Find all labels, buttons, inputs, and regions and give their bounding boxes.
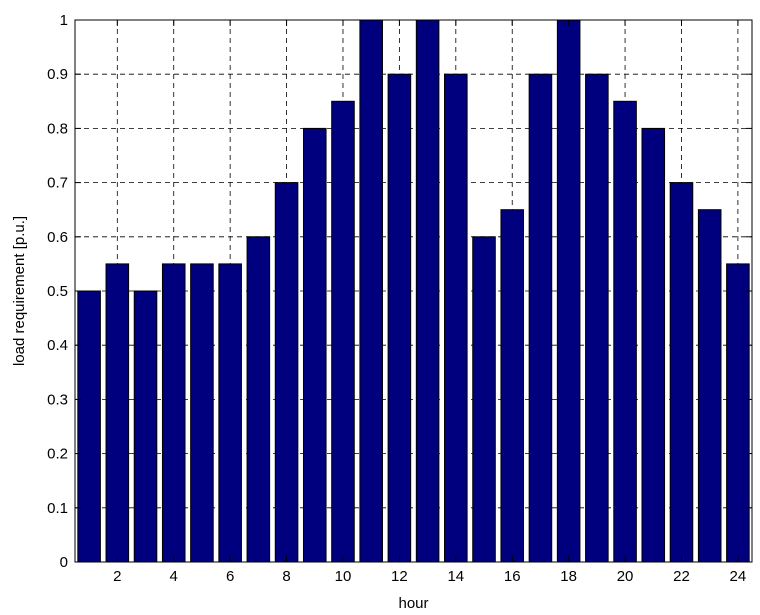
bar-hour-21 bbox=[641, 127, 666, 563]
x-tick-label: 6 bbox=[226, 568, 234, 585]
x-tick-label: 22 bbox=[673, 568, 690, 585]
y-tick-label: 0 bbox=[60, 554, 68, 571]
x-tick-labels: 2 4 6 8 10 12 14 16 18 20 22 24 bbox=[113, 568, 746, 585]
x-axis-label: hour bbox=[398, 595, 428, 612]
x-tick-label: 4 bbox=[170, 568, 178, 585]
x-tick-label: 12 bbox=[391, 568, 408, 585]
bars bbox=[77, 19, 750, 563]
bar-hour-13 bbox=[415, 19, 440, 563]
bar-hour-3 bbox=[133, 290, 158, 563]
y-tick-label: 0.4 bbox=[47, 337, 68, 354]
x-tick-label: 14 bbox=[447, 568, 464, 585]
bar-hour-24 bbox=[726, 263, 750, 563]
bar-hour-10 bbox=[331, 100, 355, 563]
bar-hour-18 bbox=[556, 19, 581, 563]
y-tick-label: 1 bbox=[60, 12, 68, 29]
y-tick-label: 0.9 bbox=[47, 66, 68, 83]
y-tick-label: 0.3 bbox=[47, 391, 68, 408]
ticks bbox=[75, 19, 752, 563]
x-tick-label: 24 bbox=[730, 568, 747, 585]
y-tick-labels: 0 0.1 0.2 0.3 0.4 0.5 0.6 0.7 0.8 0.9 1 bbox=[47, 12, 68, 571]
y-tick-label: 0.5 bbox=[47, 283, 68, 300]
y-tick-label: 0.2 bbox=[47, 446, 68, 463]
y-tick-label: 0.8 bbox=[47, 120, 68, 137]
x-tick-label: 18 bbox=[560, 568, 577, 585]
bar-hour-8 bbox=[274, 182, 299, 563]
bar-hour-2 bbox=[105, 263, 130, 563]
x-tick-label: 2 bbox=[113, 568, 121, 585]
bar-hour-14 bbox=[444, 73, 468, 563]
bar-hour-6 bbox=[218, 263, 242, 563]
y-axis-label: load requirement [p.u.] bbox=[11, 216, 28, 366]
x-tick-label: 20 bbox=[617, 568, 634, 585]
bar-hour-1 bbox=[77, 290, 101, 563]
bar-hour-23 bbox=[697, 209, 722, 563]
bar-hour-16 bbox=[500, 209, 525, 563]
bar-hour-11 bbox=[359, 19, 383, 563]
x-tick-label: 8 bbox=[282, 568, 290, 585]
bar-hour-9 bbox=[302, 127, 327, 563]
bar-hour-7 bbox=[246, 236, 271, 563]
bar-hour-5 bbox=[190, 263, 214, 563]
bar-hour-4 bbox=[161, 263, 186, 563]
bar-hour-22 bbox=[669, 182, 694, 563]
bar-hour-17 bbox=[528, 73, 553, 563]
bar-hour-20 bbox=[613, 100, 637, 563]
x-tick-label: 10 bbox=[335, 568, 352, 585]
bar-hour-15 bbox=[472, 236, 496, 563]
bar-hour-19 bbox=[585, 73, 609, 563]
bar-hour-12 bbox=[387, 73, 412, 563]
x-tick-label: 16 bbox=[504, 568, 521, 585]
y-tick-label: 0.1 bbox=[47, 500, 68, 517]
y-tick-label: 0.7 bbox=[47, 175, 68, 192]
y-tick-label: 0.6 bbox=[47, 229, 68, 246]
